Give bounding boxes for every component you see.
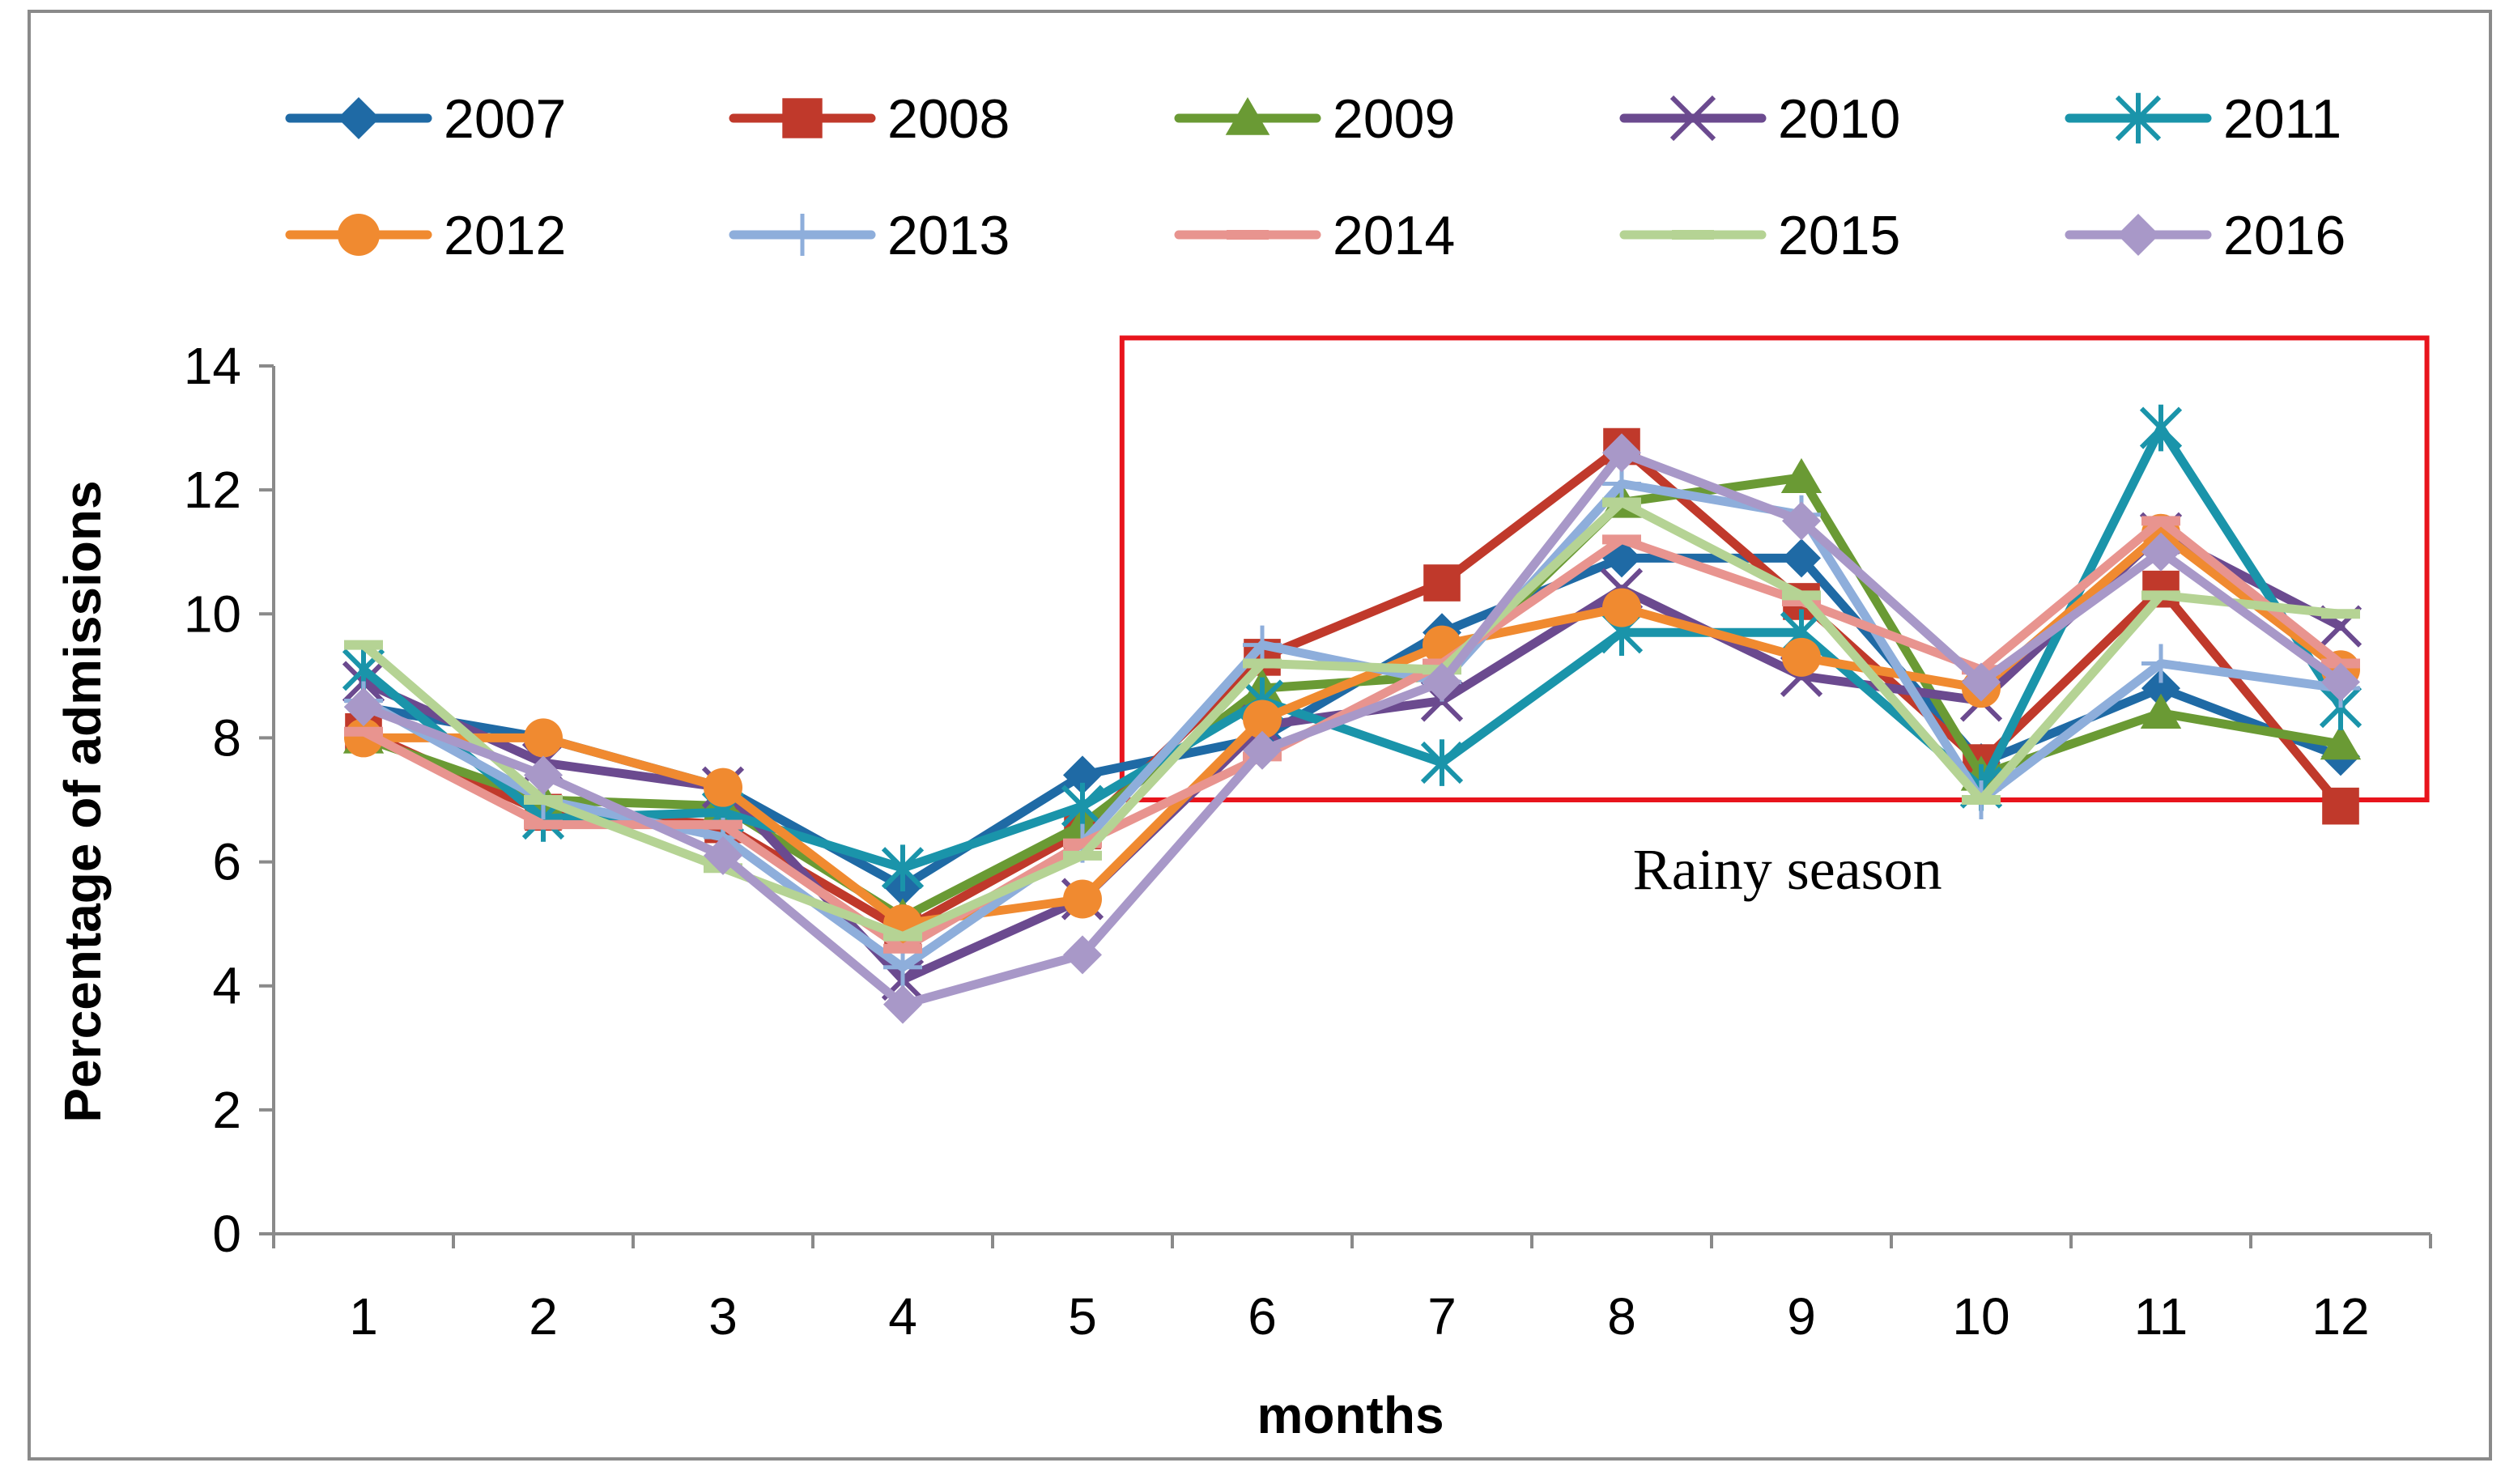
legend-label: 2007 xyxy=(444,88,566,150)
data-point xyxy=(881,844,925,892)
x-tick-label: 12 xyxy=(2311,1287,2369,1346)
x-tick-label: 8 xyxy=(1607,1287,1636,1346)
data-point xyxy=(1423,662,1461,702)
data-point xyxy=(1243,625,1282,665)
legend-marker xyxy=(1669,95,1716,142)
legend-marker xyxy=(2117,214,2159,256)
data-point xyxy=(1602,588,1641,627)
y-tick-label: 12 xyxy=(184,461,241,519)
data-point xyxy=(1782,637,1821,677)
data-point xyxy=(2141,644,2180,683)
legend-label: 2015 xyxy=(1778,205,1900,266)
data-point xyxy=(2141,532,2180,572)
legend-item-2010: 2010 xyxy=(1619,88,1900,150)
legend-marker xyxy=(338,214,380,256)
x-tick-label: 4 xyxy=(888,1287,917,1346)
legend-item-2013: 2013 xyxy=(729,205,1010,266)
data-point xyxy=(1962,662,2001,702)
rainy-season-label: Rainy season xyxy=(1633,837,1942,902)
data-point xyxy=(1063,935,1102,975)
y-axis-title: Percentage of admissions xyxy=(53,480,112,1122)
data-point xyxy=(1243,699,1282,739)
data-point xyxy=(344,687,383,727)
series-line xyxy=(359,497,2346,941)
data-point xyxy=(524,755,563,795)
rainy-season-box xyxy=(1119,335,2430,802)
legend-marker xyxy=(338,97,380,139)
data-point xyxy=(2139,404,2183,452)
legend-item-2014: 2014 xyxy=(1174,205,1455,266)
x-tick-label: 11 xyxy=(2134,1287,2188,1346)
y-tick-label: 2 xyxy=(212,1081,241,1139)
legend-marker xyxy=(782,98,823,138)
legend-item-2008: 2008 xyxy=(729,88,1010,150)
legend-label: 2014 xyxy=(1333,205,1455,266)
x-axis-title: months xyxy=(1257,1386,1444,1444)
legend-label: 2012 xyxy=(444,205,566,266)
legend-item-2011: 2011 xyxy=(2065,88,2341,150)
legend-label: 2010 xyxy=(1778,88,1900,150)
series-line xyxy=(359,423,2346,873)
data-point xyxy=(883,947,922,987)
x-tick-label: 7 xyxy=(1427,1287,1457,1346)
series-2016 xyxy=(344,433,2360,1024)
data-point xyxy=(524,718,563,758)
y-tick-label: 4 xyxy=(212,957,241,1015)
legend-label: 2009 xyxy=(1333,88,1455,150)
data-point xyxy=(883,984,922,1024)
data-point xyxy=(1782,501,1821,541)
x-tick-label: 5 xyxy=(1068,1287,1097,1346)
legend-label: 2011 xyxy=(2223,88,2341,150)
data-point xyxy=(1063,879,1102,919)
series-2015 xyxy=(344,497,2360,942)
y-tick-label: 10 xyxy=(184,585,241,643)
series-line xyxy=(359,516,2346,954)
x-tick-label: 9 xyxy=(1787,1287,1816,1346)
x-tick-label: 1 xyxy=(349,1287,378,1346)
y-tick-label: 0 xyxy=(212,1205,241,1263)
data-point xyxy=(1061,782,1104,830)
legend: 2007 2008 2009 2010 2011 2012 2013 2014 2015 2016 xyxy=(285,88,2346,266)
legend-label: 2013 xyxy=(887,205,1010,266)
legend-item-2009: 2009 xyxy=(1174,88,1455,150)
legend-item-2016: 2016 xyxy=(2065,205,2346,266)
data-point xyxy=(704,836,742,875)
data-point xyxy=(2140,693,2182,729)
x-tick-label: 6 xyxy=(1248,1287,1277,1346)
data-point xyxy=(704,768,742,807)
legend-marker xyxy=(1225,97,1270,135)
legend-label: 2008 xyxy=(887,88,1010,150)
data-point xyxy=(2320,725,2362,760)
data-point xyxy=(1420,739,1464,786)
data-point xyxy=(2321,662,2360,702)
y-tick-label: 6 xyxy=(212,833,241,891)
legend-item-2007: 2007 xyxy=(285,88,566,150)
data-point xyxy=(1243,730,1282,770)
annotation-layer: Rainy season xyxy=(1119,335,2430,902)
y-tick-label: 14 xyxy=(184,337,241,395)
data-point xyxy=(1063,755,1102,795)
legend-item-2012: 2012 xyxy=(285,205,566,266)
data-point xyxy=(2141,669,2180,708)
x-tick-label: 10 xyxy=(1952,1287,2010,1346)
x-tick-label: 2 xyxy=(529,1287,558,1346)
legend-marker xyxy=(781,214,823,256)
data-point xyxy=(2322,787,2359,825)
legend-item-2015: 2015 xyxy=(1619,205,1900,266)
y-tick-label: 8 xyxy=(212,708,241,767)
series-line xyxy=(359,448,2346,1010)
data-point xyxy=(1602,433,1641,473)
legend-marker xyxy=(2115,92,2162,144)
legend-label: 2016 xyxy=(2223,205,2346,266)
x-tick-label: 3 xyxy=(708,1287,738,1346)
series-layer xyxy=(342,404,2363,1024)
data-point xyxy=(1782,538,1821,578)
data-point xyxy=(1780,457,1822,494)
data-point xyxy=(1423,564,1461,602)
